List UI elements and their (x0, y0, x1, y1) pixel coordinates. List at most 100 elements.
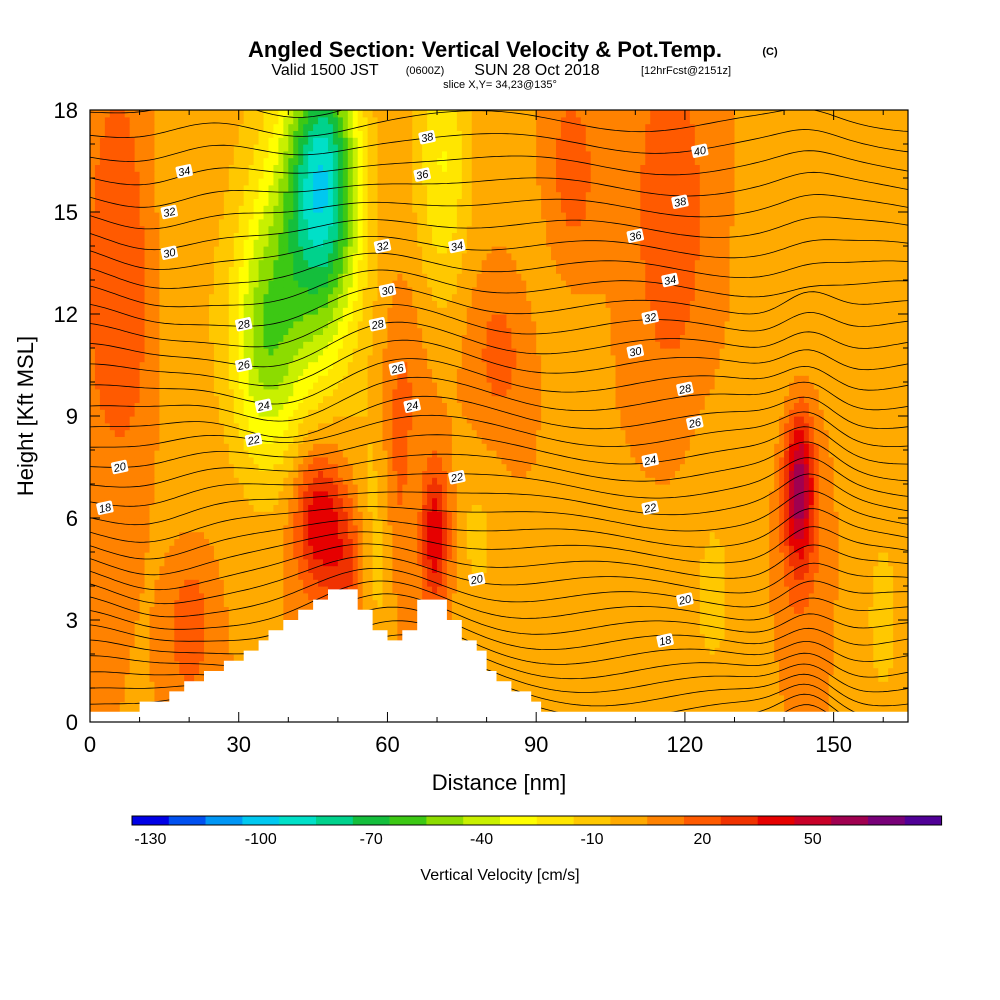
heatmap-cell (253, 586, 260, 594)
heatmap-cell (298, 545, 304, 553)
heatmap-cell (754, 660, 760, 669)
heatmap-cell (129, 620, 136, 628)
heatmap-cell (709, 572, 716, 580)
heatmap-cell (674, 681, 681, 689)
heatmap-cell (729, 545, 736, 553)
heatmap-cell (823, 552, 830, 560)
heatmap-cell (263, 620, 270, 628)
heatmap-cell (154, 620, 161, 628)
heatmap-cell (565, 694, 572, 703)
heatmap-cell (90, 558, 96, 567)
heatmap-cell (546, 654, 552, 662)
heatmap-cell (620, 633, 627, 641)
heatmap-cell (585, 572, 592, 580)
heatmap-cell (709, 647, 716, 655)
heatmap-cell (352, 524, 359, 533)
heatmap-cell (372, 599, 379, 607)
heatmap-cell (808, 558, 815, 567)
heatmap-cell (610, 626, 617, 635)
heatmap-cell (635, 572, 641, 580)
heatmap-cell (382, 579, 389, 587)
heatmap-cell (853, 579, 860, 587)
heatmap-cell (218, 660, 225, 669)
heatmap-cell (437, 558, 443, 567)
heatmap-cell (679, 640, 686, 648)
heatmap-cell (412, 620, 418, 628)
heatmap-cell (536, 592, 542, 601)
heatmap-cell (610, 579, 617, 587)
heatmap-cell (898, 531, 904, 539)
heatmap-cell (149, 667, 156, 675)
heatmap-cell (818, 701, 825, 709)
heatmap-cell (858, 640, 864, 648)
heatmap-cell (144, 694, 151, 703)
heatmap-cell (898, 524, 904, 533)
heatmap-cell (625, 613, 631, 621)
heatmap-cell (199, 613, 205, 621)
heatmap-cell (570, 565, 577, 573)
heatmap-cell (605, 518, 612, 526)
heatmap-cell (789, 606, 795, 614)
heatmap-cell (749, 667, 755, 675)
heatmap-cell (813, 633, 820, 641)
heatmap-cell (803, 647, 810, 655)
heatmap-cell (843, 545, 850, 553)
heatmap-cell (689, 660, 696, 669)
heatmap-cell (541, 688, 547, 696)
heatmap-cell (114, 694, 121, 703)
heatmap-cell (521, 647, 527, 655)
heatmap-cell (744, 647, 750, 655)
heatmap-cell (605, 667, 612, 675)
heatmap-cell (179, 626, 185, 635)
heatmap-cell (709, 633, 716, 641)
heatmap-cell (724, 688, 731, 696)
heatmap-cell (283, 606, 289, 614)
heatmap-cell (570, 586, 577, 594)
heatmap-cell (630, 701, 636, 709)
heatmap-cell (144, 552, 151, 560)
heatmap-cell (873, 586, 879, 594)
heatmap-cell (372, 558, 379, 567)
heatmap-cell (377, 613, 384, 621)
heatmap-cell (774, 586, 780, 594)
heatmap-cell (213, 558, 220, 567)
heatmap-cell (645, 660, 651, 669)
heatmap-cell (298, 518, 304, 526)
heatmap-cell (90, 511, 96, 519)
heatmap-cell (580, 572, 587, 580)
heatmap-cell (848, 647, 855, 655)
heatmap-cell (590, 647, 597, 655)
heatmap-cell (868, 518, 874, 526)
heatmap-cell (268, 558, 275, 567)
heatmap-cell (818, 565, 825, 573)
heatmap-cell (466, 524, 473, 533)
heatmap-cell (729, 531, 736, 539)
heatmap-cell (759, 647, 765, 655)
heatmap-cell (223, 640, 230, 648)
heatmap-cell (204, 511, 210, 519)
heatmap-cell (109, 694, 116, 703)
heatmap-cell (362, 518, 369, 526)
heatmap-cell (694, 647, 701, 655)
heatmap-cell (789, 620, 795, 628)
heatmap-cell (223, 552, 230, 560)
heatmap-cell (437, 518, 443, 526)
heatmap-cell (813, 667, 820, 675)
heatmap-cell (536, 688, 542, 696)
heatmap-cell (139, 524, 146, 533)
heatmap-cell (104, 640, 111, 648)
heatmap-cell (238, 511, 245, 519)
heatmap-cell (531, 694, 537, 703)
heatmap-cell (828, 674, 835, 682)
heatmap-cell (704, 701, 711, 709)
heatmap-cell (645, 545, 651, 553)
heatmap-cell (268, 524, 275, 533)
heatmap-cell (223, 606, 230, 614)
heatmap-cell (635, 626, 641, 635)
heatmap-cell (432, 518, 438, 526)
heatmap-cell (858, 620, 864, 628)
heatmap-cell (303, 531, 309, 539)
heatmap-cell (164, 531, 170, 539)
heatmap-cell (124, 572, 131, 580)
heatmap-cell (843, 531, 850, 539)
